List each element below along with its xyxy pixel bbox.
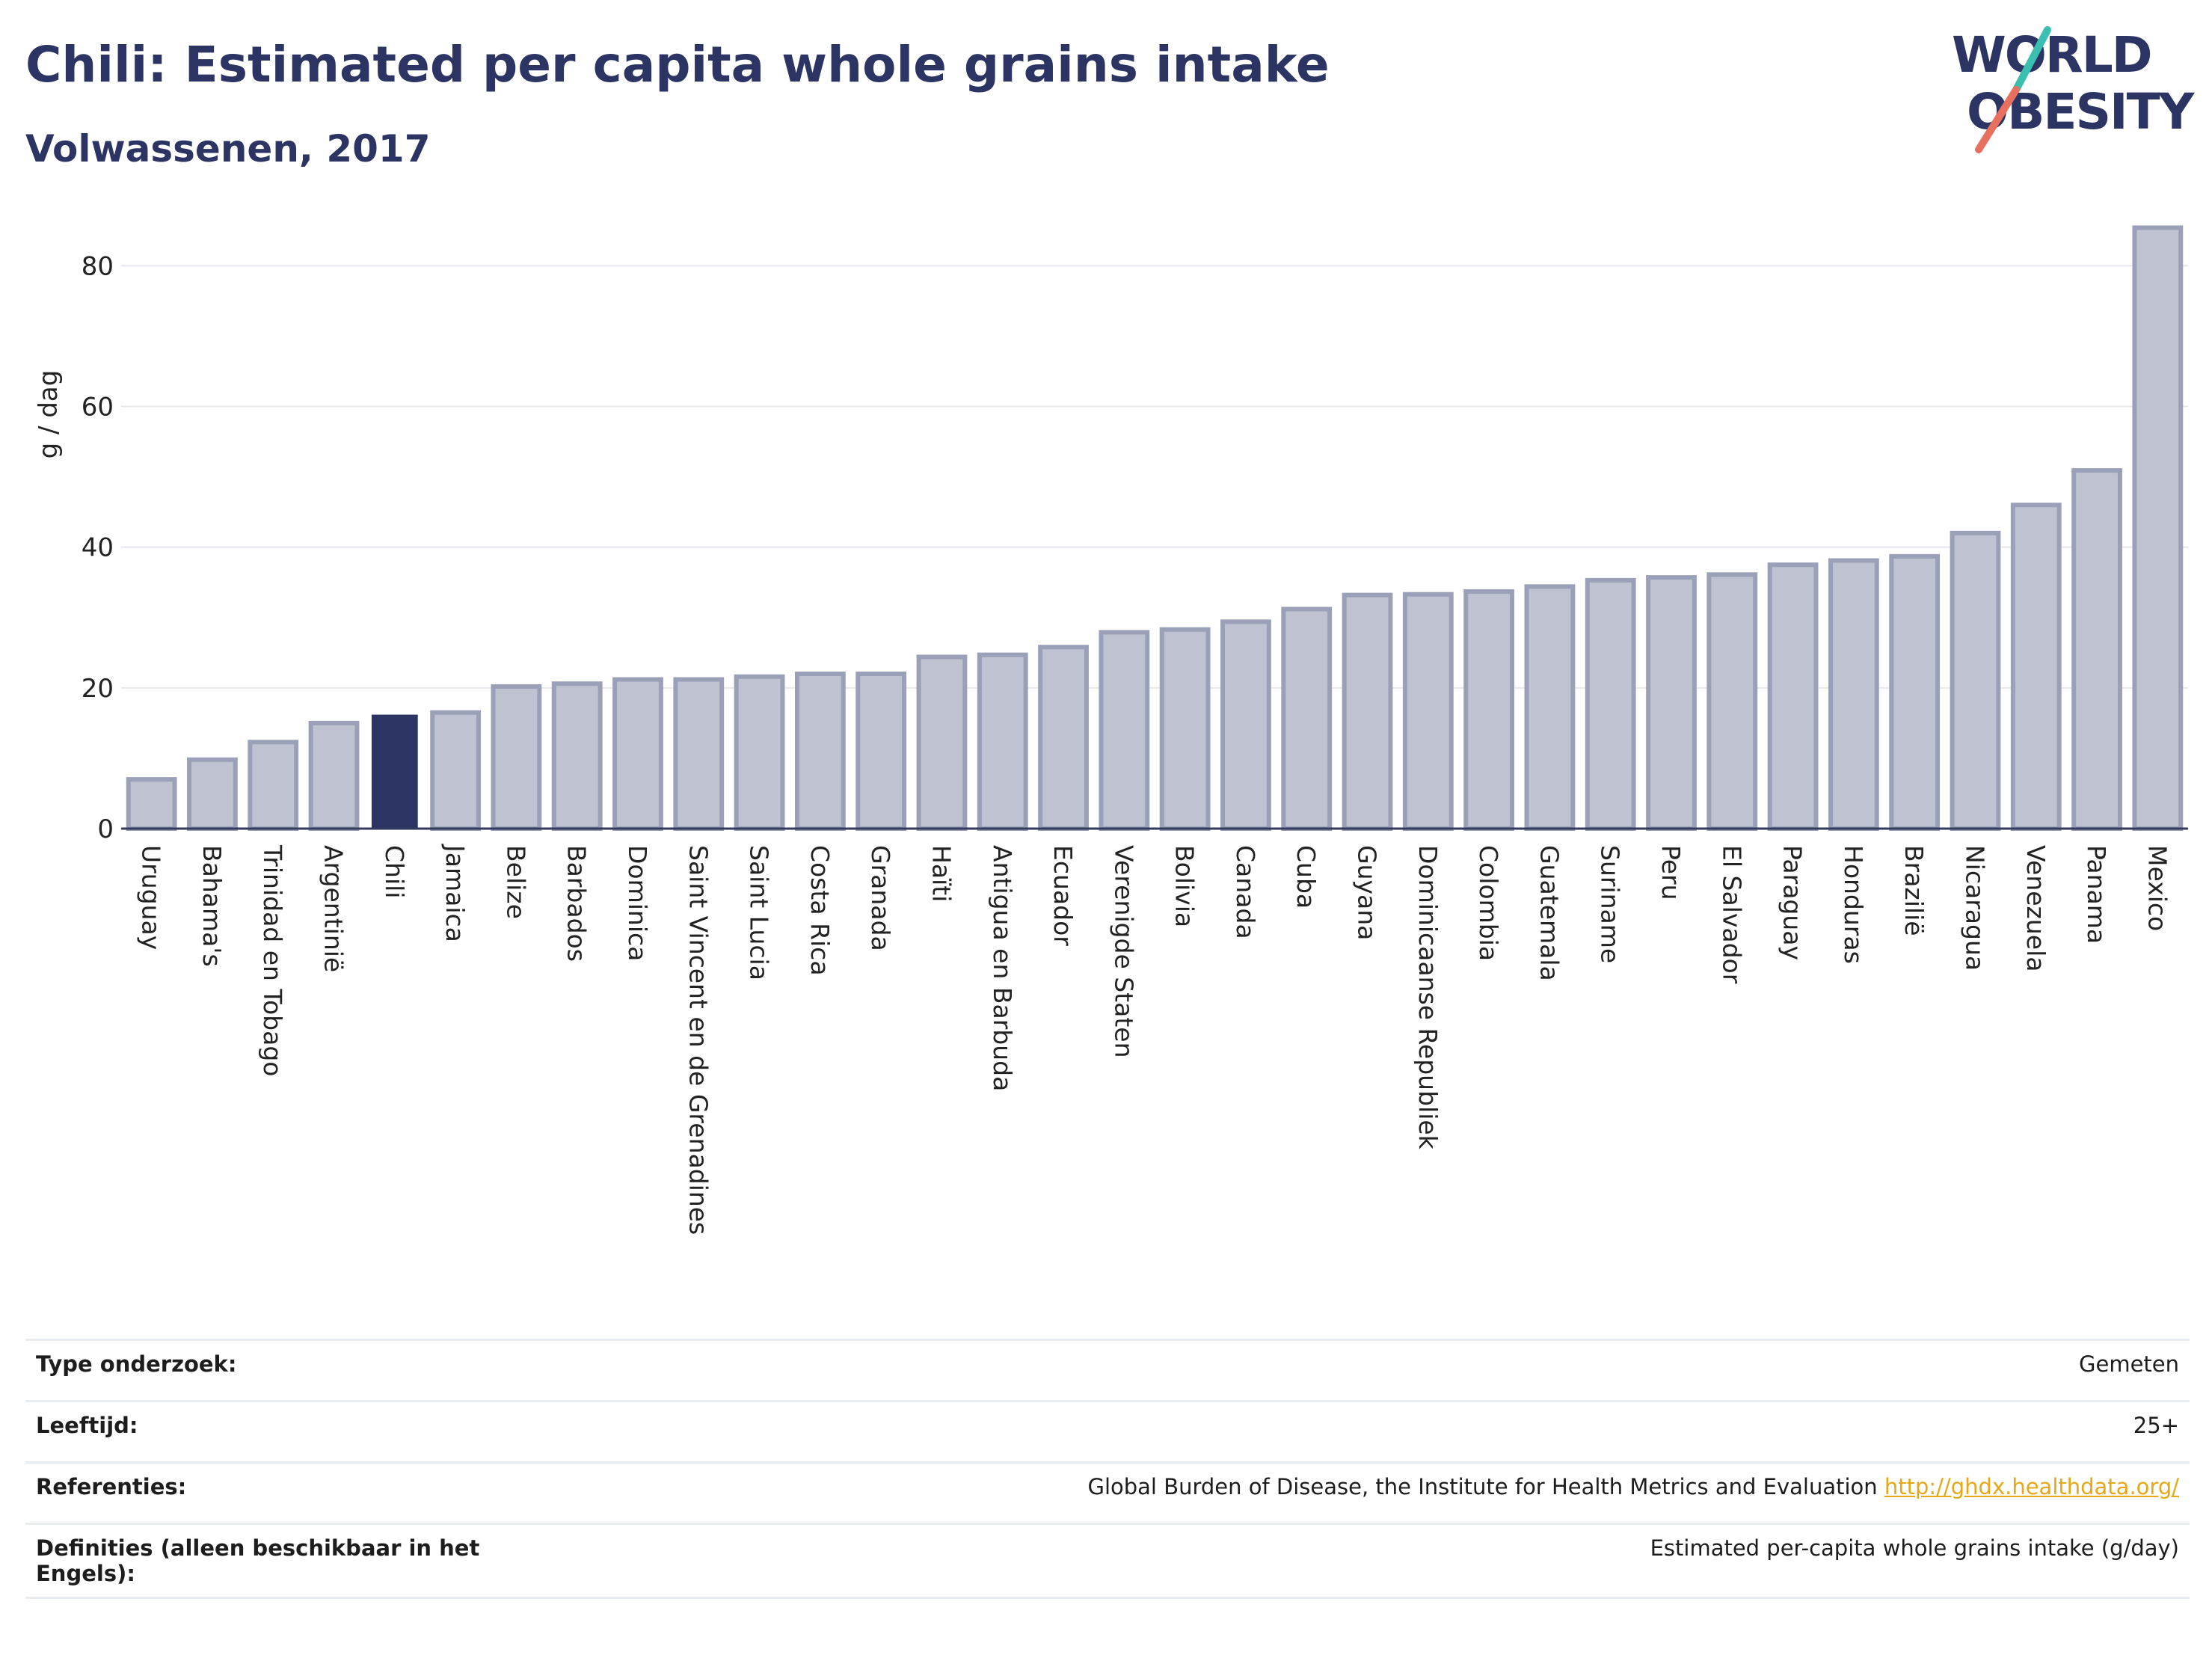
bar-guyana[interactable] (1342, 592, 1393, 831)
bar-el-salvador[interactable] (1706, 572, 1758, 832)
x-tick-label: Brazilië (1899, 845, 1929, 936)
bar-costa-rica[interactable] (794, 672, 846, 831)
bar-antigua-en-barbuda[interactable] (977, 652, 1028, 831)
bar-colombia[interactable] (1463, 589, 1515, 831)
bar-belize[interactable] (491, 684, 542, 831)
info-row-definitions: Definities (alleen beschikbaar in het En… (25, 1523, 2190, 1599)
bar-cuba[interactable] (1281, 607, 1333, 831)
info-key: Leeftijd: (25, 1400, 525, 1463)
bar-panama[interactable] (2071, 468, 2122, 831)
x-tick-label: Bahama's (197, 845, 227, 967)
info-value: Gemeten (525, 1339, 2190, 1401)
bar-mexico[interactable] (2132, 225, 2184, 832)
info-key: Definities (alleen beschikbaar in het En… (25, 1523, 525, 1599)
x-tick-label: Cuba (1291, 845, 1321, 909)
bar-ecuador[interactable] (1038, 645, 1089, 832)
y-tick-label: 80 (82, 251, 114, 281)
x-tick-label: Panama (2082, 845, 2111, 944)
y-tick-label: 60 (82, 392, 114, 422)
bar-argentini-[interactable] (308, 720, 360, 832)
bar-ha-ti[interactable] (916, 654, 968, 831)
bar-granada[interactable] (855, 672, 907, 831)
info-value: 25+ (525, 1400, 2190, 1463)
bar-peru[interactable] (1646, 575, 1697, 831)
x-tick-label: Argentinië (319, 845, 348, 972)
y-axis: 0 20 40 60 80 (82, 251, 114, 844)
bar-brazili-[interactable] (1889, 553, 1941, 831)
bar-nicaragua[interactable] (1950, 530, 2001, 831)
x-tick-label: Nicaragua (1960, 845, 1989, 971)
bar-uruguay[interactable] (126, 777, 177, 831)
info-key: Referenties: (25, 1461, 525, 1524)
x-tick-label: Belize (501, 845, 530, 919)
info-table: Type onderzoek: Gemeten Leeftijd: 25+ Re… (25, 1339, 2190, 1599)
bar-suriname[interactable] (1585, 577, 1636, 831)
bar-verenigde-staten[interactable] (1099, 630, 1150, 832)
page-subtitle: Volwassenen, 2017 (25, 127, 431, 171)
info-value-references: Global Burden of Disease, the Institute … (525, 1461, 2190, 1524)
x-tick-label: Saint Vincent en de Grenadines (683, 845, 713, 1235)
x-tick-label: Verenigde Staten (1109, 845, 1138, 1058)
x-tick-label: Peru (1656, 845, 1686, 900)
bar-canada[interactable] (1220, 619, 1271, 831)
x-tick-label: Guyana (1353, 845, 1382, 940)
bar-jamaica[interactable] (430, 710, 482, 831)
x-axis-labels: Uruguay Bahama's Trinidad en Tobago Argenti… (137, 844, 2172, 1235)
x-tick-label: Mexico (2142, 845, 2172, 931)
x-tick-label: Dominica (623, 845, 652, 961)
bar-chart: 0 20 40 60 80 Uruguay Bahama's Trinidad en Tob… (34, 225, 2188, 1235)
x-tick-label: Venezuela (2021, 845, 2050, 971)
x-tick-label: Costa Rica (805, 845, 835, 976)
bar-guatemala[interactable] (1524, 584, 1576, 831)
info-row-survey-type: Type onderzoek: Gemeten (25, 1339, 2190, 1401)
page-title: Chili: Estimated per capita whole grains… (25, 36, 1330, 93)
bar-bahama-s[interactable] (187, 757, 238, 831)
reference-text: Global Burden of Disease, the Institute … (1087, 1474, 1884, 1499)
bars (126, 225, 2184, 832)
x-tick-label: Barbados (562, 845, 592, 962)
bar-honduras[interactable] (1828, 558, 1879, 831)
info-row-age: Leeftijd: 25+ (25, 1400, 2190, 1463)
y-tick-label: 20 (82, 674, 114, 704)
y-axis-title: g / dag (34, 370, 64, 459)
x-tick-label: Antigua en Barbuda (988, 845, 1017, 1091)
x-tick-label: Granada (866, 845, 895, 951)
reference-link[interactable]: http://ghdx.healthdata.org/ (1884, 1474, 2179, 1499)
x-tick-label: Haïti (927, 845, 956, 902)
bar-trinidad-en-tobago[interactable] (248, 740, 299, 832)
world-obesity-logo[interactable]: WORLD OBESITY (1952, 22, 2199, 157)
x-tick-label: Canada (1231, 845, 1260, 939)
x-tick-label: Honduras (1839, 845, 1868, 964)
logo-slash-teal (2012, 26, 2051, 93)
info-value: Estimated per-capita whole grains intake… (525, 1523, 2190, 1599)
bar-dominica[interactable] (612, 677, 663, 832)
info-key: Type onderzoek: (25, 1339, 525, 1401)
x-tick-label: Colombia (1474, 845, 1503, 961)
bar-paraguay[interactable] (1767, 562, 1819, 832)
x-tick-label: Suriname (1596, 845, 1625, 963)
x-tick-label: Ecuador (1048, 845, 1078, 946)
x-tick-label: El Salvador (1717, 845, 1746, 984)
logo-slash-coral (1975, 86, 2020, 153)
x-tick-label: Guatemala (1534, 845, 1564, 981)
x-tick-label: Trinidad en Tobago (258, 844, 287, 1077)
x-tick-label: Dominicaanse Republiek (1413, 845, 1443, 1150)
bar-chili[interactable] (371, 714, 418, 829)
bar-dominicaanse-republiek[interactable] (1402, 592, 1454, 831)
bar-venezuela[interactable] (2010, 503, 2062, 831)
bar-bolivia[interactable] (1159, 627, 1211, 831)
x-tick-label: Uruguay (137, 845, 166, 950)
logo-line1: WORLD (1952, 26, 2151, 84)
bar-saint-lucia[interactable] (734, 674, 785, 831)
x-tick-label: Jamaica (440, 844, 470, 942)
y-tick-label: 40 (82, 533, 114, 563)
y-tick-label: 0 (97, 814, 114, 844)
x-tick-label: Bolivia (1170, 845, 1199, 927)
info-row-references: Referenties: Global Burden of Disease, t… (25, 1461, 2190, 1524)
x-tick-label: Chili (380, 845, 409, 898)
bar-barbados[interactable] (551, 681, 603, 831)
x-tick-label: Saint Lucia (745, 845, 774, 980)
x-tick-label: Paraguay (1778, 845, 1807, 960)
bar-saint-vincent-en-de-grenadines[interactable] (673, 677, 725, 832)
